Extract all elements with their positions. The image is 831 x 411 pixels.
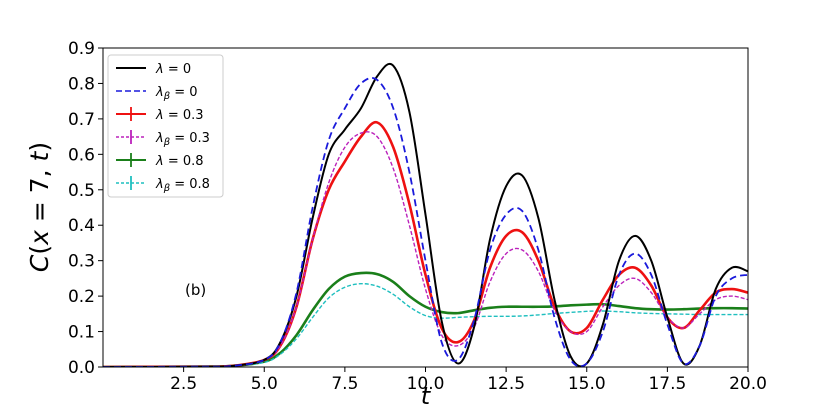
series-line (103, 282, 748, 367)
y-tick-label: 0.8 (68, 74, 95, 94)
legend-label: λ = 0.8 (155, 154, 204, 169)
series-line (103, 62, 748, 367)
y-tick-label: 0.7 (68, 110, 95, 130)
x-tick-label: 7.5 (331, 374, 358, 394)
x-tick-label: 20.0 (729, 374, 767, 394)
panel-label: (b) (185, 281, 206, 299)
y-tick-label: 0.9 (68, 39, 95, 59)
y-tick-label: 0.3 (68, 252, 95, 272)
x-tick-label: 2.5 (170, 374, 197, 394)
x-tick-label: 15.0 (568, 374, 606, 394)
y-tick-label: 0.6 (68, 145, 95, 165)
y-axis-label: C(x = 7, t) (25, 142, 54, 272)
series-line (103, 131, 748, 367)
legend-label: λβ = 0.3 (155, 131, 210, 148)
x-axis-ticks: 2.5 5.0 7.5 10.0 12.5 15.0 17.5 20.0 (170, 367, 767, 394)
y-tick-label: 0.5 (68, 181, 95, 201)
legend-label: λ = 0 (155, 62, 191, 77)
x-axis-label: t (421, 382, 432, 410)
legend-label: λβ = 0 (155, 85, 198, 102)
legend: λ = 0 λβ = 0 λ = 0.3 λβ = 0.3 λ = 0.8 λβ = 0.… (107, 54, 224, 198)
legend-label: λβ = 0.8 (155, 177, 210, 194)
series-layer (103, 62, 748, 367)
legend-label: λ = 0.3 (155, 108, 204, 123)
x-tick-label: 5.0 (251, 374, 278, 394)
series-line (103, 271, 748, 367)
y-tick-label: 0.2 (68, 287, 95, 307)
x-tick-label: 10.0 (407, 374, 445, 394)
x-tick-label: 17.5 (648, 374, 686, 394)
series-line (103, 77, 748, 367)
y-axis-ticks: 0.0 0.1 0.2 0.3 0.4 0.5 0.6 0.7 0.8 0.9 (68, 39, 103, 378)
y-tick-label: 0.1 (68, 323, 95, 343)
x-tick-label: 12.5 (487, 374, 525, 394)
y-tick-label: 0.4 (68, 216, 95, 236)
y-tick-label: 0.0 (68, 358, 95, 378)
